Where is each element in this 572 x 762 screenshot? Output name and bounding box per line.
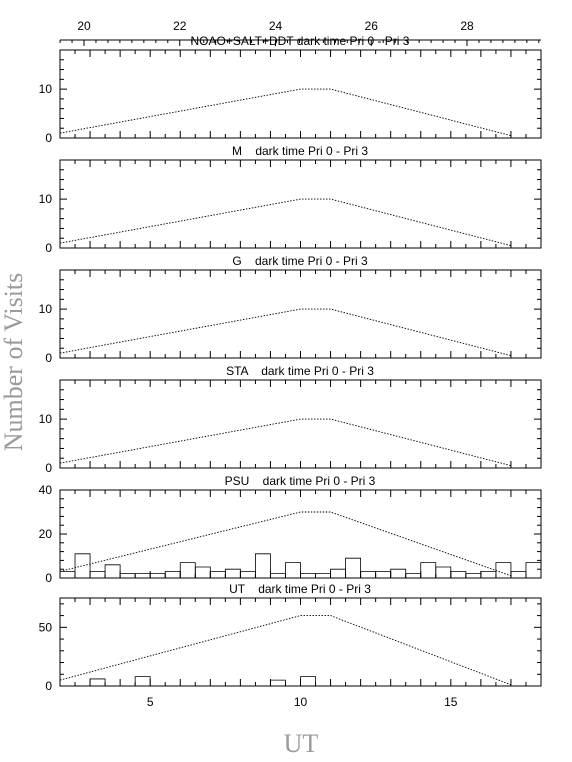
y-axis-label: Number of Visits: [0, 273, 28, 452]
availability-curve: [59, 615, 512, 686]
y-tick-label: 10: [39, 82, 53, 96]
y-tick-label: 0: [45, 241, 52, 255]
y-tick-label: 50: [39, 620, 53, 634]
availability-curve: [59, 198, 512, 247]
histogram-bin: [255, 553, 271, 578]
histogram-bin: [510, 571, 527, 578]
panel-title: M dark time Pri 0 - Pri 3: [232, 144, 368, 158]
y-tick-label: 0: [45, 571, 52, 585]
y-tick-label: 0: [45, 679, 52, 693]
histogram-bin: [119, 573, 136, 578]
histogram-bin: [194, 566, 211, 578]
histogram-bin: [450, 571, 467, 578]
histogram-bin: [149, 573, 166, 578]
panel-title: PSU dark time Pri 0 - Pri 3: [225, 474, 376, 488]
histogram-bin: [224, 568, 241, 578]
histogram-bin: [480, 571, 497, 578]
histogram-bin: [89, 571, 106, 578]
y-tick-label: 40: [39, 483, 53, 497]
histogram-bin: [420, 562, 437, 578]
panel-title: G dark time Pri 0 - Pri 3: [232, 254, 368, 268]
availability-curve: [59, 308, 512, 357]
top-axis-tick-label: 22: [173, 19, 187, 33]
availability-curve: [59, 418, 512, 467]
histogram-bin: [179, 562, 196, 578]
histogram-bin: [300, 573, 316, 578]
histogram-bin: [315, 573, 331, 578]
top-axis-tick-label: 28: [460, 19, 474, 33]
y-tick-label: 0: [45, 351, 52, 365]
histogram-bin: [134, 573, 151, 578]
panel-6: UT dark time Pri 0 - Pri 3 0 50: [39, 582, 542, 693]
histogram-bin: [285, 562, 301, 578]
x-tick-label: 15: [444, 695, 458, 709]
histogram-bin: [270, 679, 286, 686]
panel-3: G dark time Pri 0 - Pri 3 0 10: [39, 254, 542, 365]
top-axis: 20 22 24 26 28: [59, 19, 541, 46]
top-axis-tick-label: 26: [365, 19, 379, 33]
histogram-bin: [239, 571, 256, 578]
x-axis-label: UT: [284, 729, 319, 758]
histogram-bin: [59, 571, 76, 578]
histogram-bin: [330, 568, 346, 578]
y-tick-label: 0: [45, 131, 52, 145]
top-axis-tick-label: 24: [269, 19, 283, 33]
histogram-bin: [89, 678, 106, 686]
histogram-bin: [390, 568, 407, 578]
y-tick-label: 10: [39, 302, 53, 316]
histogram-bin: [134, 676, 151, 686]
top-axis-tick-label: 20: [77, 19, 91, 33]
y-tick-label: 10: [39, 192, 53, 206]
panel-5: PSU dark time Pri 0 - Pri 3 0 20 40: [39, 474, 542, 585]
histogram-bin: [74, 553, 91, 578]
x-tick-label: 10: [294, 695, 308, 709]
histogram-bin: [405, 573, 422, 578]
panel-2: M dark time Pri 0 - Pri 3 0 10: [39, 144, 542, 255]
panel-1: NOAO+SALT+DDT dark time Pri 0 - Pri 3 0 10: [39, 34, 542, 145]
y-tick-label: 20: [39, 527, 53, 541]
y-tick-label: 10: [39, 412, 53, 426]
panel-title: NOAO+SALT+DDT dark time Pri 0 - Pri 3: [191, 34, 410, 48]
histogram-bin: [435, 566, 452, 578]
x-tick-label: 5: [147, 695, 154, 709]
panel-4: STA dark time Pri 0 - Pri 3 0 10: [39, 364, 542, 475]
histogram-bin: [375, 571, 392, 578]
histogram-bin: [270, 573, 286, 578]
panel-frame: [59, 597, 542, 687]
histogram-bin: [525, 562, 542, 578]
availability-curve: [59, 511, 512, 577]
panels: NOAO+SALT+DDT dark time Pri 0 - Pri 3 0 10…: [39, 34, 542, 709]
histogram-bin: [495, 562, 512, 578]
histogram-bin: [360, 571, 377, 578]
y-tick-label: 0: [45, 461, 52, 475]
availability-curve: [59, 88, 512, 137]
histogram-bin: [164, 571, 181, 578]
panel-title: UT dark time Pri 0 - Pri 3: [229, 582, 371, 596]
histogram-bin: [465, 573, 482, 578]
panel-title: STA dark time Pri 0 - Pri 3: [226, 364, 374, 378]
histogram-bin: [345, 557, 362, 578]
histogram-bin: [300, 676, 316, 686]
histogram-bin: [104, 564, 121, 578]
histogram-bin: [209, 571, 226, 578]
